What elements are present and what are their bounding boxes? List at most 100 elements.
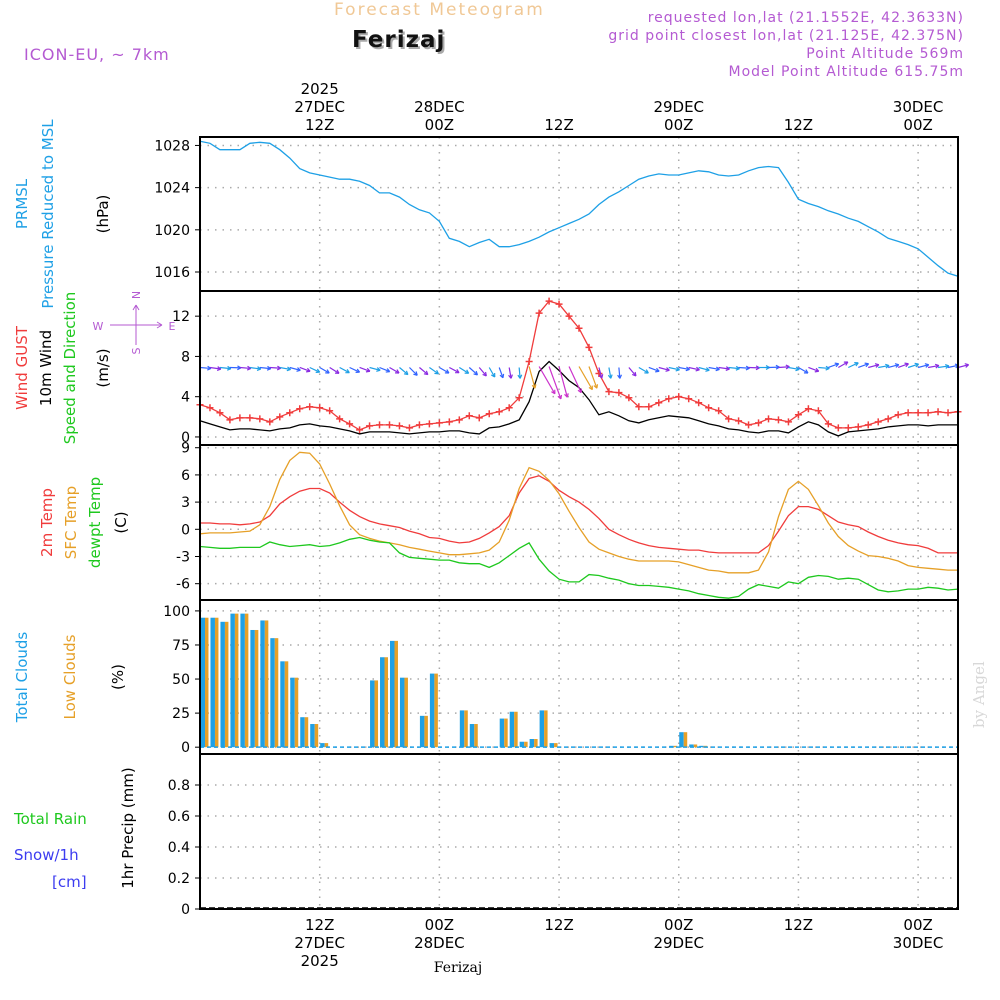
cloud-bar-low: [274, 638, 279, 748]
gust-point: [445, 418, 453, 426]
wind-direction-arrow: [269, 366, 281, 369]
time-label-top: 29DEC: [653, 98, 704, 116]
requested-coords: requested lon,lat (21.1552E, 42.3633N): [647, 10, 964, 26]
gust-point: [695, 399, 703, 407]
gust-point: [854, 423, 862, 431]
wind-direction-arrowhead: [795, 366, 800, 372]
cloud-bar-total: [380, 657, 385, 748]
cloud-bar-total: [699, 745, 704, 748]
gust-point: [834, 424, 842, 432]
gust-point: [655, 399, 663, 407]
wind-direction-arrowhead: [345, 368, 350, 374]
wind-direction-arrow: [249, 366, 261, 370]
wind-direction-arrow: [598, 367, 603, 379]
gust-point: [774, 416, 782, 424]
cloud-bar-low: [244, 613, 249, 748]
legend-snow-unit: [cm]: [52, 873, 87, 891]
wind-direction-arrowhead: [444, 369, 450, 374]
time-label-bottom: 12Z: [544, 916, 573, 934]
wind-direction-arrowhead: [365, 367, 371, 373]
gust-point: [306, 403, 314, 411]
cloud-bar-total: [459, 710, 465, 748]
wind-direction-arrow: [578, 366, 593, 390]
wind-direction-arrow: [379, 366, 390, 373]
wind-direction-arrow: [728, 366, 740, 370]
gust-point: [585, 343, 593, 351]
wind-direction-arrow: [498, 367, 504, 379]
y-axis-label: (C): [112, 511, 130, 533]
wind-direction-arrowhead: [617, 374, 623, 379]
time-label-top: 12Z: [305, 116, 334, 134]
wind-direction-arrowhead: [665, 367, 670, 372]
wind-direction-arrow: [828, 363, 839, 369]
gust-point: [316, 404, 324, 412]
y-tick-label: 50: [172, 672, 190, 688]
wind-direction-arrow: [369, 366, 381, 371]
gust-point: [386, 421, 393, 429]
wind-direction-arrow: [937, 365, 950, 369]
gust-point: [864, 421, 872, 429]
wind-direction-arrowhead: [864, 362, 870, 368]
gust-point: [794, 411, 802, 419]
y-tick-label: 0: [181, 740, 190, 756]
cloud-bar-low: [224, 621, 229, 748]
precip-y-axis-label: 1hr Precip (mm): [119, 767, 137, 888]
gust-point: [844, 424, 852, 432]
cloud-bar-low: [384, 657, 389, 748]
cloud-bar-low: [324, 743, 329, 748]
compass-south: S: [130, 347, 143, 354]
wind-direction-arrow: [638, 366, 649, 374]
cloud-bar-low: [284, 661, 289, 748]
gust-point: [266, 418, 274, 426]
wind-direction-arrow: [439, 366, 450, 374]
gust-point: [366, 422, 374, 430]
chart-title: Forecast Meteogram: [334, 0, 545, 20]
cloud-bar-total: [549, 743, 555, 748]
y-tick-label: 9: [181, 441, 190, 457]
cloud-bar-total: [230, 613, 235, 748]
wind-direction-arrow: [209, 366, 221, 370]
gust-point: [784, 418, 792, 426]
compass-north: N: [130, 291, 143, 299]
wind-direction-arrowhead: [644, 369, 649, 374]
cloud-bar-total: [250, 629, 255, 748]
gust-point: [874, 418, 882, 426]
cloud-bar-low: [524, 741, 528, 748]
wind-direction-arrowhead: [924, 363, 930, 368]
cloud-bar-total: [220, 621, 225, 748]
wind-direction-arrowhead: [964, 363, 970, 368]
wind-direction-arrow: [818, 366, 830, 370]
cloud-bar-low: [214, 617, 219, 748]
wind-direction-arrow: [947, 364, 959, 369]
series-line-prmsl: [199, 140, 959, 277]
wind-direction-arrowhead: [874, 363, 880, 368]
time-label-top: 12Z: [544, 116, 573, 134]
gust-point: [924, 409, 932, 417]
wind-direction-arrow: [738, 366, 750, 369]
wind-direction-arrow: [319, 366, 330, 374]
gust-point: [904, 409, 912, 417]
time-label-bottom: 27DEC: [294, 934, 345, 952]
wind-direction-arrowhead: [395, 369, 400, 374]
station-name: Ferizaj: [352, 27, 446, 53]
cloud-bar-low: [464, 710, 468, 748]
wind-direction-arrow: [309, 366, 320, 373]
gust-point: [216, 409, 224, 417]
wind-direction-arrowhead: [577, 388, 583, 394]
gust-point: [894, 411, 902, 419]
cloud-bar-total: [429, 673, 435, 748]
wind-direction-arrowhead: [266, 365, 272, 371]
wind-direction-arrow: [478, 367, 487, 377]
legend-snow: Snow/1h: [14, 846, 79, 864]
y-tick-label: 0.2: [168, 871, 190, 887]
y-tick-label: 0.4: [168, 840, 190, 856]
series-line-sfc-temp: [199, 451, 958, 574]
wind-direction-arrow: [389, 366, 400, 374]
y-tick-label: 0: [181, 430, 190, 446]
y-axis-label: 2m Temp: [38, 488, 56, 557]
panel-frame: [199, 444, 959, 601]
wind-direction-arrow: [429, 367, 439, 375]
gust-point: [395, 422, 403, 430]
cloud-bar-total: [200, 617, 205, 748]
